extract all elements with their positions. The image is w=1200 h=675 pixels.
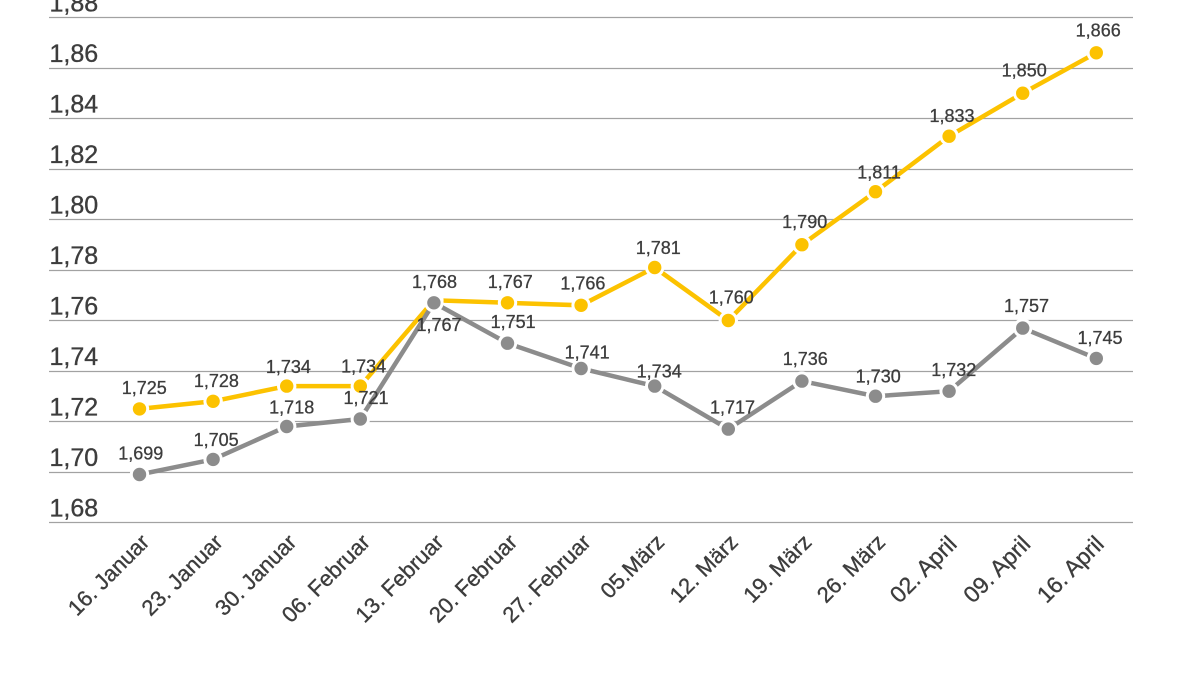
svg-text:1,745: 1,745 [1077, 328, 1122, 348]
svg-text:1,757: 1,757 [1004, 296, 1049, 316]
svg-text:1,767: 1,767 [416, 315, 461, 335]
svg-text:1,74: 1,74 [50, 343, 99, 371]
svg-text:1,728: 1,728 [194, 371, 239, 391]
svg-text:1,721: 1,721 [343, 388, 388, 408]
svg-text:1,88: 1,88 [50, 0, 99, 18]
svg-text:1,768: 1,768 [412, 272, 457, 292]
svg-text:1,741: 1,741 [565, 342, 610, 362]
svg-text:1,68: 1,68 [50, 495, 99, 523]
svg-text:1,86: 1,86 [50, 40, 99, 68]
svg-text:1,82: 1,82 [50, 141, 99, 169]
svg-text:1,730: 1,730 [856, 367, 901, 387]
svg-text:1,78: 1,78 [50, 242, 99, 270]
svg-text:1,70: 1,70 [50, 444, 99, 472]
svg-text:1,734: 1,734 [637, 362, 682, 382]
svg-text:1,811: 1,811 [857, 163, 901, 183]
svg-text:1,760: 1,760 [709, 287, 754, 307]
svg-text:1,850: 1,850 [1002, 61, 1047, 81]
svg-text:1,766: 1,766 [560, 273, 605, 293]
svg-text:1,699: 1,699 [118, 443, 163, 463]
svg-text:1,751: 1,751 [491, 312, 536, 332]
svg-text:1,734: 1,734 [266, 357, 311, 377]
svg-text:1,790: 1,790 [782, 212, 827, 232]
svg-text:1,725: 1,725 [122, 378, 167, 398]
svg-text:1,80: 1,80 [50, 192, 99, 220]
svg-text:1,76: 1,76 [50, 293, 99, 321]
svg-text:1,732: 1,732 [931, 360, 976, 380]
svg-text:1,781: 1,781 [636, 238, 681, 258]
svg-text:1,718: 1,718 [269, 398, 314, 418]
svg-text:1,866: 1,866 [1076, 21, 1121, 41]
svg-text:1,767: 1,767 [488, 272, 533, 292]
svg-text:1,717: 1,717 [710, 397, 755, 417]
svg-text:1,736: 1,736 [783, 349, 828, 369]
svg-text:1,833: 1,833 [929, 106, 974, 126]
svg-text:1,84: 1,84 [50, 91, 99, 119]
svg-text:1,705: 1,705 [194, 430, 239, 450]
svg-text:1,734: 1,734 [341, 357, 386, 377]
svg-text:1,72: 1,72 [50, 394, 99, 422]
